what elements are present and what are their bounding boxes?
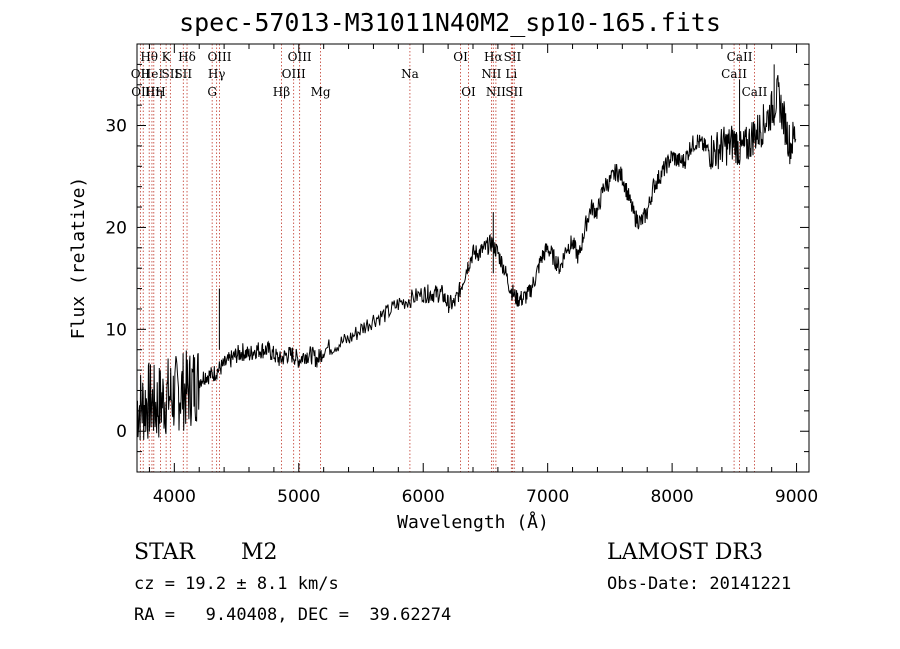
line-marker-label: H: [155, 85, 165, 99]
y-tick-label: 20: [105, 218, 127, 238]
line-marker-label: Hδ: [178, 50, 196, 64]
obs-date-text: Obs-Date: 20141221: [607, 574, 792, 594]
line-marker-label: Hβ: [273, 85, 290, 99]
survey-name: LAMOST DR3: [607, 540, 763, 565]
line-marker-label: Hη: [145, 85, 163, 99]
x-axis-label: Wavelength (Å): [397, 511, 549, 533]
line-marker-label: OII: [131, 67, 151, 81]
line-marker-label: OIII: [282, 67, 306, 81]
line-marker-label: Na: [401, 67, 419, 81]
redshift-text: cz = 19.2 ± 8.1 km/s: [134, 574, 339, 594]
y-axis-label: Flux (relative): [68, 177, 89, 340]
line-marker-label: NII: [481, 67, 501, 81]
x-tick-label: 4000: [153, 487, 196, 507]
line-marker-label: CaII: [721, 67, 747, 81]
line-marker-label: SII: [174, 67, 192, 81]
line-marker-label: G: [207, 85, 217, 99]
x-tick-label: 8000: [650, 487, 693, 507]
line-marker-label: CaII: [727, 50, 753, 64]
plot-frame: [136, 43, 810, 473]
coordinates-text: RA = 9.40408, DEC = 39.62274: [134, 605, 452, 625]
object-subclass: M2: [241, 540, 278, 565]
line-marker-label: SII: [161, 67, 179, 81]
line-marker-label: SII: [505, 85, 523, 99]
y-tick-label: 10: [105, 320, 127, 340]
line-marker-label: SII: [504, 50, 522, 64]
chart-title: spec-57013-M31011N40M2_sp10-165.fits: [179, 8, 721, 37]
line-marker-label: Hγ: [208, 67, 226, 81]
x-tick-label: 7000: [526, 487, 569, 507]
line-marker-label: Hα: [484, 50, 503, 64]
line-marker-label: HeI: [141, 67, 164, 81]
line-marker-label: NII: [486, 85, 506, 99]
line-marker-label: Mg: [311, 85, 331, 99]
line-marker-label: OI: [461, 85, 476, 99]
spectrum-line: [136, 75, 797, 441]
line-marker-label: OIII: [288, 50, 312, 64]
y-tick-label: 0: [116, 422, 127, 442]
line-marker-label: Hθ: [140, 50, 158, 64]
line-marker-label: OIII: [207, 50, 231, 64]
line-marker-label: K: [162, 50, 172, 64]
x-tick-label: 6000: [402, 487, 445, 507]
x-tick-label: 5000: [277, 487, 320, 507]
y-tick-label: 30: [105, 117, 127, 137]
line-marker-label: Li: [505, 67, 517, 81]
line-marker-label: OI: [453, 50, 468, 64]
x-tick-label: 9000: [775, 487, 818, 507]
line-marker-label: CaII: [742, 85, 768, 99]
object-class: STAR: [134, 540, 195, 565]
